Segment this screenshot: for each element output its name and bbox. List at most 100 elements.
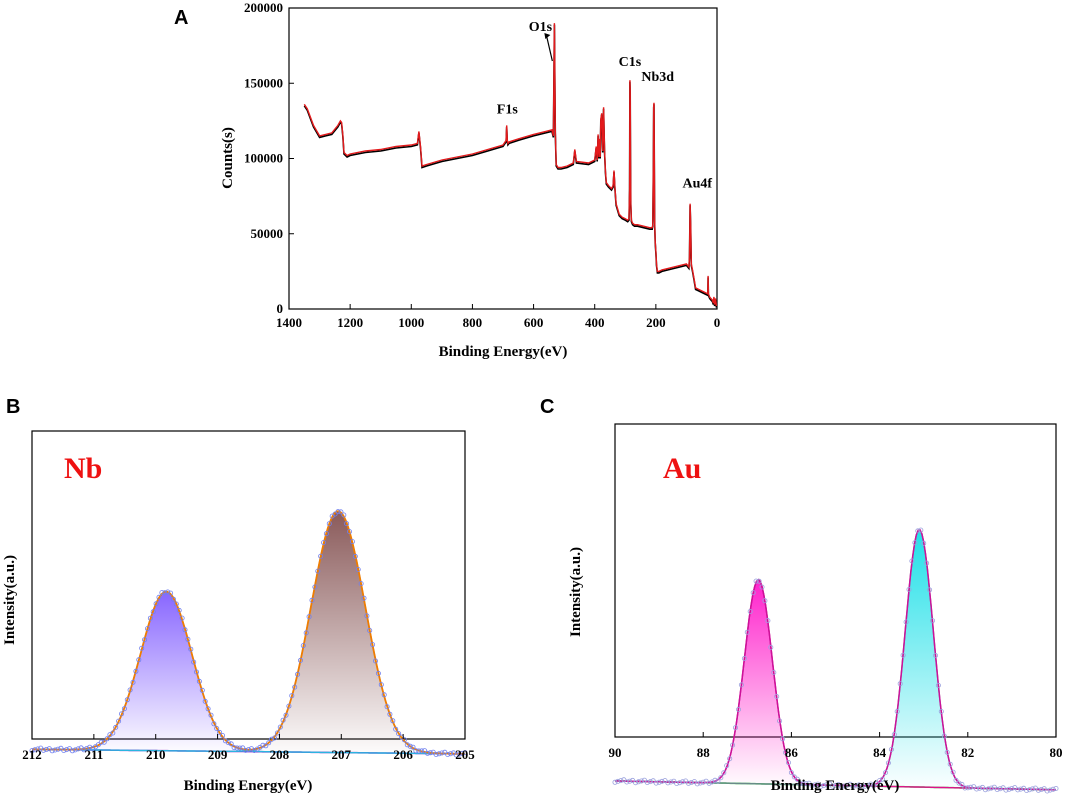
b-data-point [361, 595, 367, 601]
panel-c-element-label: Au [663, 452, 701, 485]
c-data-point [668, 779, 674, 785]
panel-b: B Nb 212 211 210 209 208 207 206 205 Binding En… [2, 396, 475, 794]
c-data-point [688, 780, 694, 786]
c-data-point [697, 780, 703, 786]
panel-a-survey-line [303, 23, 718, 307]
b-data-point [159, 590, 165, 596]
c-data-point [824, 782, 830, 788]
c-data-point [736, 707, 742, 713]
b-data-point [355, 567, 361, 573]
c-data-point [918, 527, 924, 533]
b-data-point [188, 646, 194, 652]
b-data-point [321, 540, 327, 546]
panel-b-letter: B [6, 396, 20, 418]
c-data-point [968, 784, 974, 790]
b-data-point [87, 744, 93, 750]
c-data-point [994, 787, 1000, 793]
c-data-point [700, 779, 706, 785]
c-data-point [694, 781, 700, 787]
b-data-point [55, 746, 61, 752]
b-data-point [176, 607, 182, 613]
panel-a-y-axis-title: Counts(s) [220, 127, 236, 189]
c-x-tick-label-1: 88 [697, 745, 711, 760]
c-data-point [659, 778, 665, 784]
b-data-point [283, 712, 289, 718]
b-data-point [41, 747, 47, 753]
c-data-point [774, 694, 780, 700]
b-data-point [139, 645, 145, 651]
c-fill-peak-1 [706, 579, 810, 785]
c-data-point [885, 760, 891, 766]
b-data-point [416, 748, 422, 754]
panel-c-x-axis-title: Binding Energy(eV) [771, 778, 900, 794]
b-data-point [274, 730, 280, 736]
c-data-point [756, 578, 762, 584]
c-data-point [1047, 787, 1053, 793]
b-data-point [228, 741, 234, 747]
c-data-point [783, 750, 789, 756]
b-data-point [413, 748, 419, 754]
b-data-point [173, 601, 179, 607]
b-data-point [344, 521, 350, 527]
c-data-point [997, 786, 1003, 792]
panel-a-y-ticks: 0 50000 100000 150000 200000 [244, 0, 294, 316]
b-data-point [300, 643, 306, 649]
b-data-point [295, 671, 301, 677]
c-data-point [715, 778, 721, 784]
c-data-point [1050, 786, 1056, 792]
c-data-point [906, 587, 912, 593]
c-data-point [1035, 787, 1041, 793]
b-data-point [199, 687, 205, 693]
b-data-point [390, 718, 396, 724]
b-data-point [439, 750, 445, 756]
o1s-arrow-shaft [545, 34, 553, 62]
panel-b-x-axis-title: Binding Energy(eV) [184, 778, 313, 794]
b-data-point [104, 736, 110, 742]
panel-c-components [614, 529, 1056, 791]
c-data-point [915, 528, 921, 534]
c-data-point [791, 774, 797, 780]
panel-b-frame [31, 430, 466, 740]
peak-label-o1s: O1s [529, 20, 553, 35]
b-data-point [346, 529, 352, 535]
c-data-point [733, 725, 739, 731]
c-data-point [888, 747, 894, 753]
b-data-point [271, 735, 277, 741]
x-tick-label-6: 200 [646, 315, 666, 330]
b-data-point [202, 698, 208, 704]
b-data-point [95, 742, 101, 748]
c-data-point [877, 778, 883, 784]
c-data-point [880, 776, 886, 782]
c-data-point [665, 780, 671, 786]
c-data-point [806, 780, 812, 786]
b-data-point [165, 589, 171, 595]
c-data-point [636, 779, 642, 785]
b-data-point [338, 509, 344, 515]
b-x-tick-label-3: 209 [208, 747, 228, 762]
c-data-point [883, 770, 889, 776]
c-data-point [788, 770, 794, 776]
c-data-point [618, 778, 624, 784]
panel-b-x-ticks: 212 211 210 209 208 207 206 205 [22, 734, 475, 762]
c-data-point [777, 718, 783, 724]
c-data-point [927, 587, 933, 593]
b-data-point [234, 745, 240, 751]
x-tick-label-5: 400 [585, 315, 605, 330]
b-data-point [315, 568, 321, 574]
b-data-point [364, 613, 370, 619]
b-data-point [98, 739, 104, 745]
panel-c-x-ticks: 90 88 86 84 82 80 [609, 732, 1063, 760]
x-tick-label-3: 800 [463, 315, 483, 330]
c-component-line-1 [614, 578, 1056, 791]
panel-a-letter: A [174, 7, 188, 29]
x-tick-label-7: 0 [714, 315, 721, 330]
c-data-point [1003, 787, 1009, 793]
b-data-point [43, 747, 49, 753]
b-data-point [384, 704, 390, 710]
b-data-point [445, 752, 451, 758]
c-data-point [944, 749, 950, 755]
b-component-line-1 [32, 591, 465, 755]
c-data-point [977, 785, 983, 791]
b-data-point [52, 747, 58, 753]
b-data-point [32, 747, 38, 753]
